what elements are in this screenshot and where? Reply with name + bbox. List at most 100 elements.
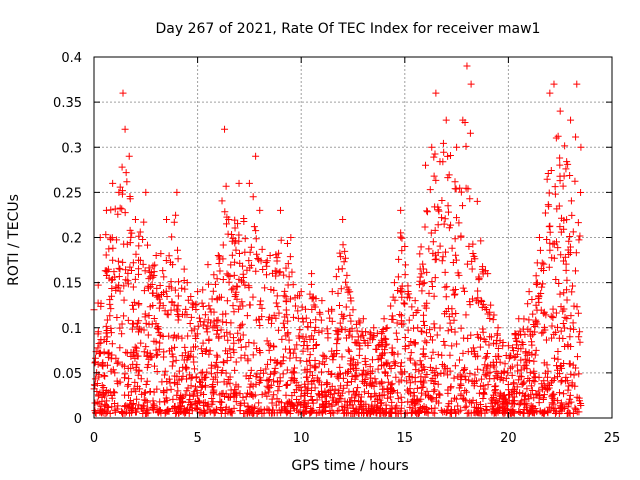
data-point bbox=[441, 283, 449, 291]
data-point bbox=[383, 324, 391, 332]
data-point bbox=[400, 299, 408, 307]
data-point bbox=[560, 216, 568, 224]
data-point bbox=[315, 328, 323, 336]
data-point bbox=[199, 339, 207, 347]
data-point bbox=[335, 301, 343, 309]
data-point bbox=[473, 408, 481, 416]
data-point bbox=[323, 379, 331, 387]
data-point bbox=[207, 364, 215, 372]
data-point bbox=[247, 366, 255, 374]
data-point bbox=[355, 317, 363, 325]
data-point bbox=[457, 324, 465, 332]
data-point bbox=[304, 378, 312, 386]
data-point bbox=[347, 297, 355, 305]
data-point bbox=[217, 326, 225, 334]
data-point bbox=[333, 340, 341, 348]
data-point bbox=[516, 327, 524, 335]
data-point bbox=[574, 309, 582, 317]
data-point bbox=[190, 365, 198, 373]
y-tick-label: 0.35 bbox=[53, 96, 82, 111]
data-point bbox=[536, 246, 544, 254]
data-point bbox=[135, 265, 143, 273]
data-point bbox=[484, 381, 492, 389]
data-point bbox=[428, 336, 436, 344]
data-point bbox=[283, 239, 291, 247]
data-point bbox=[418, 384, 426, 392]
data-point bbox=[368, 379, 376, 387]
data-point bbox=[307, 408, 315, 416]
data-point bbox=[132, 408, 140, 416]
data-point bbox=[232, 288, 240, 296]
data-point bbox=[516, 372, 524, 380]
data-point bbox=[406, 390, 414, 398]
data-point bbox=[134, 352, 142, 360]
data-point bbox=[221, 125, 229, 133]
data-point bbox=[110, 268, 118, 276]
data-point bbox=[214, 353, 222, 361]
y-tick-label: 0.3 bbox=[61, 141, 82, 156]
data-point bbox=[378, 330, 386, 338]
data-point bbox=[111, 406, 119, 414]
data-point bbox=[159, 267, 167, 275]
data-point bbox=[504, 369, 512, 377]
data-point bbox=[102, 267, 110, 275]
data-point bbox=[463, 62, 471, 70]
data-point bbox=[554, 244, 562, 252]
data-point bbox=[444, 327, 452, 335]
data-point bbox=[175, 312, 183, 320]
data-point bbox=[262, 365, 270, 373]
data-point bbox=[509, 409, 517, 417]
data-point bbox=[416, 250, 424, 258]
data-point bbox=[426, 186, 434, 194]
data-point bbox=[545, 189, 553, 197]
data-point bbox=[105, 245, 113, 253]
data-point bbox=[210, 386, 218, 394]
data-point bbox=[555, 334, 563, 342]
data-point bbox=[192, 405, 200, 413]
data-point bbox=[245, 338, 253, 346]
data-point bbox=[94, 344, 102, 352]
data-point bbox=[154, 350, 162, 358]
data-point bbox=[184, 296, 192, 304]
data-point bbox=[450, 291, 458, 299]
data-point bbox=[213, 351, 221, 359]
data-point bbox=[409, 311, 417, 319]
data-point bbox=[235, 179, 243, 187]
data-point bbox=[149, 397, 157, 405]
data-point bbox=[154, 408, 162, 416]
data-point bbox=[390, 358, 398, 366]
data-point bbox=[141, 389, 149, 397]
data-point bbox=[448, 325, 456, 333]
data-point bbox=[418, 287, 426, 295]
data-point bbox=[189, 390, 197, 398]
x-tick-label: 15 bbox=[397, 431, 414, 446]
data-point bbox=[303, 357, 311, 365]
data-point bbox=[199, 286, 207, 294]
data-point bbox=[517, 399, 525, 407]
data-point bbox=[300, 391, 308, 399]
data-point bbox=[307, 386, 315, 394]
data-point bbox=[398, 312, 406, 320]
data-point bbox=[428, 278, 436, 286]
data-point bbox=[210, 308, 218, 316]
data-point bbox=[126, 396, 134, 404]
y-tick-label: 0.1 bbox=[61, 322, 82, 337]
data-point bbox=[309, 293, 317, 301]
data-point bbox=[456, 356, 464, 364]
y-axis-title: ROTI / TECUs bbox=[6, 194, 22, 286]
data-point bbox=[257, 405, 265, 413]
data-point bbox=[401, 243, 409, 251]
data-point bbox=[244, 402, 252, 410]
data-point bbox=[115, 273, 123, 281]
data-point bbox=[446, 319, 454, 327]
data-point bbox=[229, 284, 237, 292]
data-point bbox=[323, 398, 331, 406]
data-point bbox=[557, 228, 565, 236]
data-point bbox=[126, 263, 134, 271]
data-point bbox=[334, 289, 342, 297]
data-point bbox=[120, 282, 128, 290]
data-point bbox=[182, 305, 190, 313]
data-point bbox=[339, 241, 347, 249]
data-point bbox=[466, 195, 474, 203]
data-point bbox=[120, 240, 128, 248]
